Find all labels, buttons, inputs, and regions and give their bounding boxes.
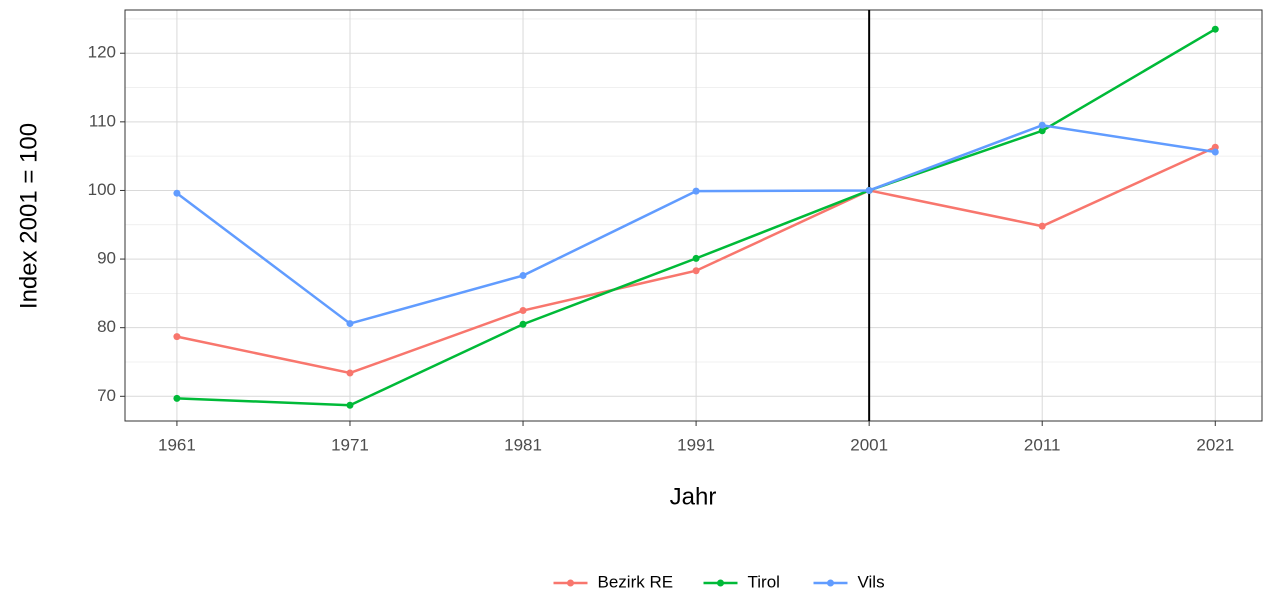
point [692,267,700,275]
y-tick-label: 70 [97,386,116,405]
point [1038,222,1046,230]
y-axis-title: Index 2001 = 100 [15,123,42,309]
point [692,254,700,262]
point [173,333,181,341]
x-tick-label: 1981 [504,435,542,454]
point [519,272,527,280]
point [173,394,181,402]
point [865,186,873,194]
legend-key-point [567,579,574,587]
point [1038,127,1046,135]
legend-label: Tirol [748,572,780,591]
x-tick-label: 2021 [1196,435,1234,454]
point [519,307,527,315]
x-tick-label: 2001 [850,435,888,454]
plot-border [124,9,1263,422]
point [1211,143,1219,151]
legend-label: Bezirk RE [598,572,674,591]
legend-label: Vils [858,572,885,591]
x-tick-label: 1991 [677,435,715,454]
y-tick-label: 100 [88,180,116,199]
point [519,320,527,328]
point [173,189,181,197]
y-tick-label: 90 [97,249,116,268]
point [692,187,700,195]
x-axis-title: Jahr [670,483,717,510]
y-tick-label: 80 [97,317,116,336]
x-tick-label: 2011 [1024,435,1061,454]
point [346,369,354,377]
point [1211,25,1219,33]
point [346,320,354,328]
point [1211,148,1219,156]
point [346,401,354,409]
y-tick-label: 110 [89,111,116,130]
legend-key-point [717,579,724,587]
x-tick-label: 1971 [331,435,369,454]
x-tick-label: 1961 [158,435,196,454]
legend-key-point [827,579,834,587]
point [1038,121,1046,129]
y-tick-label: 120 [88,43,116,62]
